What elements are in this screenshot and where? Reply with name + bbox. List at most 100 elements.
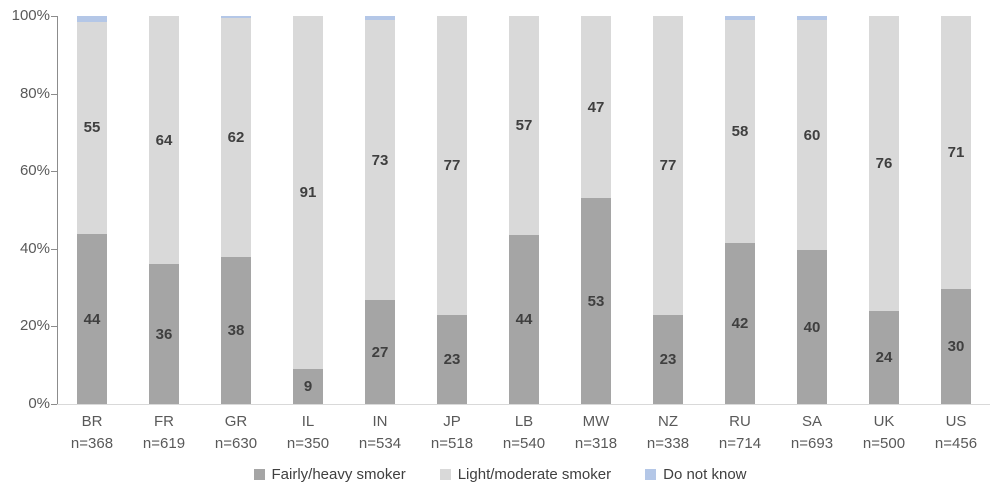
bar-value-label: 23	[443, 350, 461, 368]
y-axis-tick-mark	[51, 326, 57, 328]
bar-UK: 76 24	[869, 16, 899, 404]
y-axis-line	[57, 16, 58, 405]
bar-value-label: 76	[875, 154, 893, 172]
bar-value-label: 57	[515, 117, 533, 134]
bar-segment-NZ-series1: 77	[653, 16, 683, 315]
bar-segment-IN-series1: 73	[365, 19, 395, 301]
bar-segment-RU-series2	[725, 16, 755, 20]
bar-segment-GR-series2	[221, 16, 251, 18]
bar-segment-GR-series1: 62	[221, 17, 251, 258]
category-label-IN: IN n=534	[344, 411, 416, 455]
bar-IL: 91 9	[293, 16, 323, 404]
bar-segment-NZ-series0: 23	[653, 314, 683, 404]
country-code: JP	[443, 413, 461, 430]
sample-size: n=714	[718, 435, 762, 452]
bar-segment-FR-series1: 64	[149, 16, 179, 265]
legend-item-series2: Do not know	[645, 466, 747, 483]
sample-size: n=693	[790, 435, 834, 452]
bar-value-label: 91	[299, 184, 317, 202]
legend-label: Do not know	[663, 466, 747, 483]
country-code: LB	[514, 413, 534, 430]
sample-size: n=500	[862, 435, 906, 452]
bar-segment-JP-series1: 77	[437, 16, 467, 315]
bar-segment-IN-series0: 27	[365, 300, 395, 404]
bar-value-label: 73	[371, 151, 389, 169]
bar-value-label: 42	[731, 314, 749, 332]
category-label-IL: IL n=350	[272, 411, 344, 455]
category-label-GR: GR n=630	[200, 411, 272, 455]
category-label-US: US n=456	[920, 411, 992, 455]
bar-value-label: 23	[659, 350, 677, 368]
bar-value-label: 47	[587, 98, 605, 116]
sample-size: n=619	[142, 435, 186, 452]
legend: Fairly/heavy smoker Light/moderate smoker…	[0, 466, 1000, 483]
bar-segment-BR-series1: 55	[77, 21, 107, 235]
bar-value-label: 77	[659, 156, 677, 174]
bar-value-label: 77	[443, 156, 461, 174]
y-axis-tick-label: 40%	[19, 239, 50, 257]
bar-segment-US-series1: 71	[941, 16, 971, 289]
legend-item-series1: Light/moderate smoker	[439, 466, 612, 483]
legend-swatch-icon	[253, 469, 265, 480]
country-code: SA	[801, 413, 822, 430]
bar-value-label: 71	[947, 143, 965, 161]
bar-value-label: 30	[947, 337, 965, 355]
category-label-JP: JP n=518	[416, 411, 488, 455]
bar-segment-LB-series0: 44	[509, 234, 539, 404]
country-code: GR	[224, 413, 248, 430]
bar-value-label: 36	[155, 325, 173, 343]
y-axis-tick-label: 100%	[11, 7, 50, 24]
bar-segment-UK-series0: 24	[869, 310, 899, 404]
bar-value-label: 40	[803, 318, 821, 336]
bar-segment-US-series0: 30	[941, 288, 971, 404]
sample-size: n=338	[646, 435, 690, 452]
bar-segment-LB-series1: 57	[509, 16, 539, 235]
bar-value-label: 55	[83, 119, 101, 137]
sample-size: n=350	[286, 435, 330, 452]
bar-MW: 47 53	[581, 16, 611, 404]
country-code: NZ	[658, 413, 678, 430]
bar-value-label: 44	[515, 310, 533, 328]
bar-segment-UK-series1: 76	[869, 16, 899, 311]
bar-segment-IL-series0: 9	[293, 369, 323, 404]
bar-value-label: 60	[803, 126, 821, 144]
sample-size: n=518	[430, 435, 474, 452]
bar-value-label: 38	[227, 322, 245, 340]
bar-value-label: 64	[155, 131, 173, 149]
sample-size: n=368	[70, 435, 114, 452]
bar-value-label: 27	[371, 343, 389, 361]
bar-segment-MW-series0: 53	[581, 198, 611, 404]
country-code: IN	[372, 413, 388, 430]
bar-US: 71 30	[941, 16, 971, 404]
category-label-MW: MW n=318	[560, 411, 632, 455]
category-label-NZ: NZ n=338	[632, 411, 704, 455]
country-code: FR	[154, 413, 174, 430]
bar-SA: 60 40	[797, 16, 827, 404]
bar-BR: 55 44	[77, 16, 107, 404]
country-code: IL	[301, 413, 315, 430]
legend-label: Light/moderate smoker	[457, 466, 612, 483]
category-label-UK: UK n=500	[848, 411, 920, 455]
sample-size: n=540	[502, 435, 546, 452]
y-axis-tick-label: 20%	[19, 317, 50, 335]
category-label-LB: LB n=540	[488, 411, 560, 455]
bar-segment-BR-series0: 44	[77, 234, 107, 404]
bar-IN: 73 27	[365, 16, 395, 404]
bar-value-label: 44	[83, 310, 101, 328]
legend-item-series0: Fairly/heavy smoker	[253, 466, 406, 483]
country-code: UK	[873, 413, 895, 430]
y-axis-tick-mark	[51, 16, 57, 17]
country-code: RU	[729, 413, 751, 430]
bar-segment-GR-series0: 38	[221, 257, 251, 404]
bar-FR: 64 36	[149, 16, 179, 404]
bar-value-label: 62	[227, 129, 245, 147]
bar-value-label: 58	[731, 122, 749, 140]
y-axis-tick-mark	[51, 248, 57, 250]
bar-segment-JP-series0: 23	[437, 314, 467, 404]
sample-size: n=456	[934, 435, 978, 452]
category-label-SA: SA n=693	[776, 411, 848, 455]
bar-segment-SA-series1: 60	[797, 19, 827, 251]
bar-GR: 62 38	[221, 16, 251, 404]
y-axis-tick-mark	[51, 171, 57, 173]
sample-size: n=318	[574, 435, 618, 452]
